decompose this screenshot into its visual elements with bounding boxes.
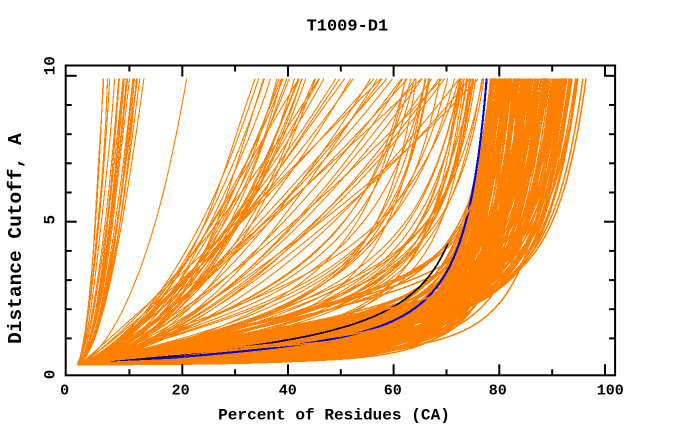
svg-text:Distance Cutoff, A: Distance Cutoff, A bbox=[5, 133, 27, 344]
svg-text:5: 5 bbox=[42, 215, 60, 225]
svg-text:100: 100 bbox=[597, 383, 624, 400]
svg-text:10: 10 bbox=[42, 56, 60, 75]
svg-text:60: 60 bbox=[384, 383, 402, 400]
svg-text:0: 0 bbox=[42, 370, 60, 380]
svg-text:40: 40 bbox=[279, 383, 297, 400]
svg-text:Percent of Residues (CA): Percent of Residues (CA) bbox=[218, 406, 450, 424]
svg-text:0: 0 bbox=[60, 383, 69, 400]
svg-text:20: 20 bbox=[172, 383, 190, 400]
svg-text:80: 80 bbox=[489, 383, 507, 400]
svg-text:T1009-D1: T1009-D1 bbox=[307, 17, 389, 36]
